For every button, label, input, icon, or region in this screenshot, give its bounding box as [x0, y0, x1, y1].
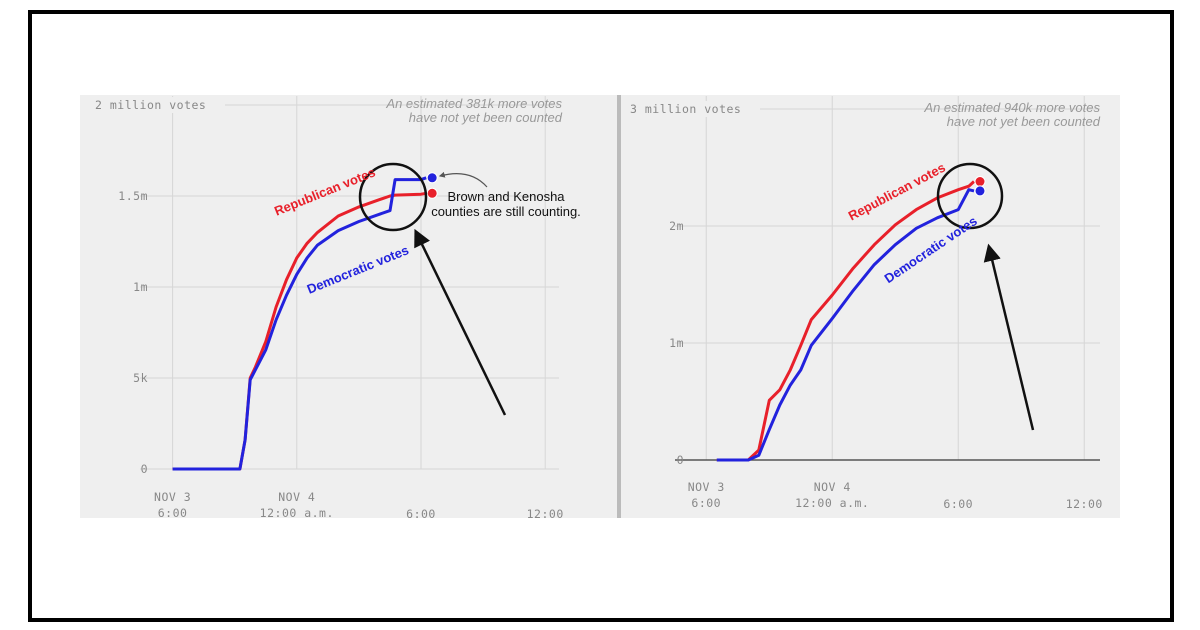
series-line [716, 180, 976, 462]
callout: Brown and Kenosha counties are still cou… [431, 189, 581, 219]
x-tick-label: 12:00 [526, 507, 564, 521]
y-tick-label: 1m [669, 336, 684, 350]
end-dot [426, 187, 438, 199]
x-tick-label: NOV 3 6:00 [687, 480, 725, 510]
arrow [414, 228, 507, 416]
y-tick-label: 2 million votes [95, 97, 213, 113]
y-tick-label: 0 [676, 453, 684, 467]
x-tick-label: 12:00 [1065, 497, 1103, 511]
highlight-circle [936, 162, 1004, 230]
end-dot [974, 176, 986, 188]
callout-arrow [438, 171, 488, 188]
y-tick-label: 2m [669, 219, 684, 233]
panel [620, 95, 1120, 518]
x-tick-label: 6:00 [406, 507, 436, 521]
y-tick-label: 5k [133, 371, 148, 385]
annotation: An estimated 381k more votes have not ye… [386, 96, 562, 125]
y-tick-label: 0 [140, 462, 148, 476]
arrow [983, 243, 1035, 431]
highlight-circle [358, 162, 428, 232]
x-tick-label: NOV 3 6:00 [154, 490, 192, 520]
end-dot [426, 172, 438, 184]
annotation: An estimated 940k more votes have not ye… [924, 100, 1100, 129]
y-tick-label: 1.5m [118, 189, 148, 203]
fold [617, 95, 621, 518]
x-tick-label: NOV 4 12:00 a.m. [795, 480, 870, 510]
frame [28, 10, 1174, 622]
x-tick-label: 6:00 [943, 497, 974, 511]
y-tick-label: 1m [133, 280, 148, 294]
y-tick-label: 3 million votes [630, 101, 748, 117]
end-dot [974, 185, 986, 197]
panel [80, 95, 618, 518]
series-line [172, 176, 427, 471]
x-tick-label: NOV 4 12:00 a.m. [259, 490, 334, 520]
